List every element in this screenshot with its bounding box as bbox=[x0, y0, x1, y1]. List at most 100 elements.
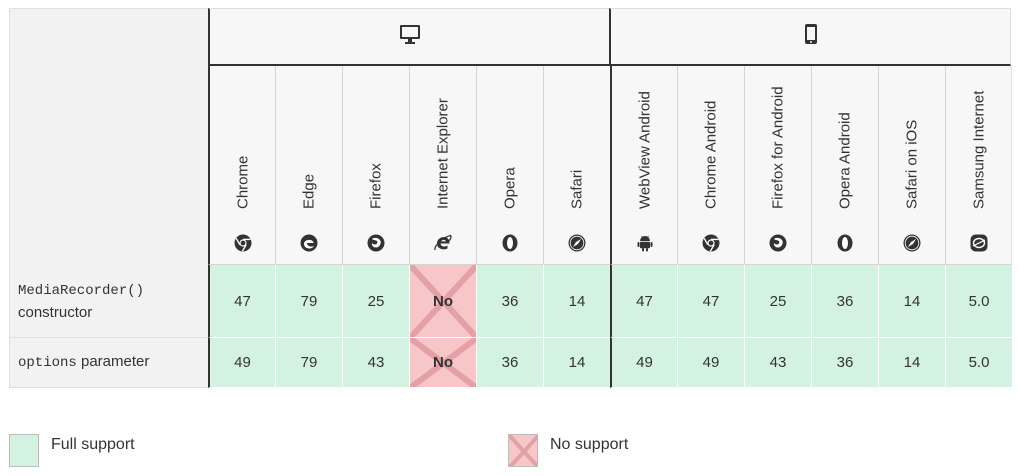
version-value: 36 bbox=[836, 354, 854, 371]
support-cell-full[interactable]: 14 bbox=[543, 338, 610, 388]
browser-name: Safari bbox=[568, 169, 586, 209]
feature-text: parameter bbox=[80, 353, 150, 370]
support-cell-no[interactable]: No bbox=[409, 338, 476, 388]
support-cell-full[interactable]: 36 bbox=[476, 338, 543, 388]
support-cell-full[interactable]: 47 bbox=[610, 265, 677, 338]
platform-header-desktop bbox=[208, 8, 609, 66]
version-value: 79 bbox=[300, 292, 318, 310]
version-value: 36 bbox=[501, 292, 519, 310]
version-value: 49 bbox=[636, 354, 653, 371]
browser-header-opera-android: Opera Android bbox=[811, 66, 878, 265]
browser-name: Firefox for Android bbox=[769, 86, 787, 209]
support-cell-full[interactable]: 36 bbox=[811, 265, 878, 338]
support-cell-full[interactable]: 79 bbox=[275, 265, 342, 338]
firefox-icon bbox=[367, 234, 385, 252]
browser-name: Chrome Android bbox=[702, 100, 720, 209]
feature-code: options bbox=[18, 355, 77, 371]
browser-name: Firefox bbox=[367, 163, 385, 209]
browser-header-safari-on-ios: Safari on iOS bbox=[878, 66, 945, 265]
feature-text: constructor bbox=[18, 303, 93, 321]
browser-header-edge: Edge bbox=[275, 66, 342, 265]
samsung-icon bbox=[970, 234, 988, 252]
support-cell-full[interactable]: 47 bbox=[208, 265, 275, 338]
firefox-icon bbox=[769, 234, 787, 252]
support-cell-full[interactable]: 5.0 bbox=[945, 338, 1012, 388]
version-value: 36 bbox=[836, 292, 854, 310]
browser-header-opera: Opera bbox=[476, 66, 543, 265]
browser-header-internet-explorer: Internet Explorer bbox=[409, 66, 476, 265]
support-cell-full[interactable]: 36 bbox=[811, 338, 878, 388]
version-value: 43 bbox=[769, 354, 787, 371]
version-value: 79 bbox=[300, 354, 318, 371]
support-cell-full[interactable]: 5.0 bbox=[945, 265, 1012, 338]
version-value: 5.0 bbox=[968, 292, 990, 310]
version-value: 47 bbox=[234, 292, 251, 310]
version-value: 5.0 bbox=[968, 354, 990, 371]
no-support-swatch bbox=[508, 434, 538, 467]
version-value: 25 bbox=[769, 292, 787, 310]
opera-icon bbox=[836, 234, 854, 252]
safari-icon bbox=[568, 234, 586, 252]
browser-header-safari: Safari bbox=[543, 66, 610, 265]
edge-icon bbox=[300, 234, 318, 252]
support-cell-full[interactable]: 14 bbox=[878, 265, 945, 338]
no-support-x-mark bbox=[410, 338, 476, 387]
browser-name: Safari on iOS bbox=[903, 119, 921, 209]
browser-name: Samsung Internet bbox=[970, 90, 987, 209]
legend-no-support: No support bbox=[508, 434, 628, 467]
support-cell-no[interactable]: No bbox=[409, 265, 476, 338]
version-value: 14 bbox=[568, 292, 586, 310]
browser-header-chrome-android: Chrome Android bbox=[677, 66, 744, 265]
feature-code: MediaRecorder() bbox=[18, 282, 145, 299]
support-cell-full[interactable]: 14 bbox=[878, 338, 945, 388]
no-support-x-mark bbox=[410, 265, 476, 337]
full-support-swatch bbox=[9, 434, 39, 467]
safari-icon bbox=[903, 234, 921, 252]
table-corner bbox=[9, 8, 208, 265]
support-cell-full[interactable]: 14 bbox=[543, 265, 610, 338]
chrome-icon bbox=[234, 234, 252, 252]
version-value: 25 bbox=[367, 292, 385, 310]
browser-name: Internet Explorer bbox=[434, 98, 452, 209]
browser-name: Opera bbox=[501, 167, 519, 209]
version-value: 14 bbox=[903, 354, 921, 371]
browser-header-chrome: Chrome bbox=[208, 66, 275, 265]
browser-header-webview-android: WebView Android bbox=[610, 66, 677, 265]
browser-name: Edge bbox=[300, 173, 318, 209]
legend-full-support: Full support bbox=[9, 434, 135, 467]
version-value: 14 bbox=[568, 354, 586, 371]
support-cell-full[interactable]: 49 bbox=[208, 338, 275, 388]
browser-header-firefox: Firefox bbox=[342, 66, 409, 265]
version-value: 47 bbox=[702, 292, 720, 310]
support-cell-full[interactable]: 25 bbox=[342, 265, 409, 338]
support-cell-full[interactable]: 47 bbox=[677, 265, 744, 338]
support-cell-full[interactable]: 49 bbox=[610, 338, 677, 388]
browser-name: WebView Android bbox=[636, 91, 653, 209]
compat-table: Chrome Edge Firefox Internet Explorer Opera S… bbox=[9, 8, 1012, 388]
support-cell-full[interactable]: 79 bbox=[275, 338, 342, 388]
support-cell-full[interactable]: 43 bbox=[744, 338, 811, 388]
version-value: 43 bbox=[367, 354, 385, 371]
android-icon bbox=[636, 234, 654, 252]
version-value: 49 bbox=[702, 354, 720, 371]
browser-name: Chrome bbox=[234, 155, 251, 209]
version-value: 36 bbox=[501, 354, 519, 371]
feature-row-header: options parameter bbox=[9, 338, 208, 388]
legend-full-label: Full support bbox=[51, 435, 135, 453]
browser-name: Opera Android bbox=[836, 112, 854, 209]
desktop-icon bbox=[399, 24, 421, 49]
support-cell-full[interactable]: 25 bbox=[744, 265, 811, 338]
legend-none-label: No support bbox=[550, 435, 629, 453]
chrome-icon bbox=[702, 234, 720, 252]
mobile-icon bbox=[804, 23, 818, 50]
browser-header-samsung-internet: Samsung Internet bbox=[945, 66, 1012, 265]
support-cell-full[interactable]: 36 bbox=[476, 265, 543, 338]
support-cell-full[interactable]: 49 bbox=[677, 338, 744, 388]
version-value: 49 bbox=[234, 354, 251, 371]
browser-header-firefox-for-android: Firefox for Android bbox=[744, 66, 811, 265]
version-value: No bbox=[433, 292, 453, 310]
ie-icon bbox=[434, 234, 452, 252]
feature-row-header: MediaRecorder() constructor bbox=[9, 265, 208, 338]
support-cell-full[interactable]: 43 bbox=[342, 338, 409, 388]
version-value: No bbox=[433, 354, 453, 371]
